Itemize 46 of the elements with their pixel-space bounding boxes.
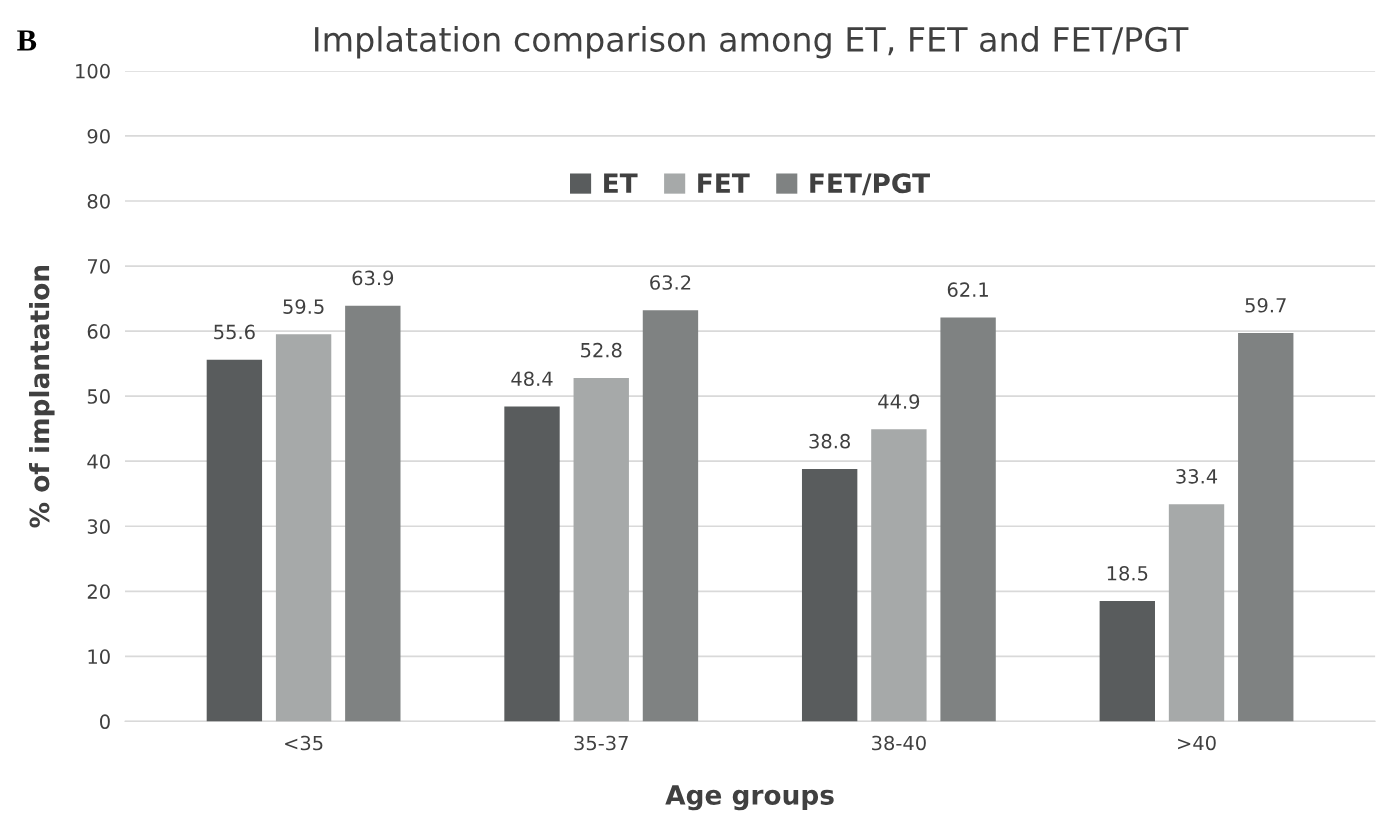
data-label: 38.8 <box>809 433 850 449</box>
y-tick-label: 0 <box>100 714 110 730</box>
x-tick-label: <35 <box>285 735 323 751</box>
data-label: 63.2 <box>650 275 691 290</box>
data-label: 44.9 <box>878 394 920 409</box>
x-tick-label: 38-40 <box>872 735 926 751</box>
y-tick-label: 50 <box>87 389 110 404</box>
bar <box>275 334 332 722</box>
data-label: 59.5 <box>283 299 324 314</box>
y-tick-label: 90 <box>87 128 110 144</box>
bar <box>504 406 560 722</box>
y-tick-label: 100 <box>76 63 110 79</box>
y-tick-label: 10 <box>88 649 110 665</box>
bar <box>871 429 927 722</box>
chart-title: Implatation comparison among ET, FET and FET/PGT <box>315 26 1189 59</box>
data-label: 48.4 <box>511 371 553 387</box>
data-label: 59.7 <box>1245 297 1286 313</box>
legend-label: FET <box>698 173 750 193</box>
bar <box>1168 504 1225 722</box>
x-axis-title: Age groups <box>665 785 834 811</box>
text: B <box>17 30 37 51</box>
data-label: 33.4 <box>1176 468 1218 484</box>
bar <box>801 469 858 722</box>
bar <box>642 310 699 722</box>
legend-label: FET/PGT <box>810 173 930 196</box>
data-label: 63.9 <box>352 270 394 286</box>
bar <box>1099 601 1155 722</box>
y-tick-label: 40 <box>87 454 110 469</box>
data-label: 62.1 <box>947 282 988 297</box>
y-tick-label: 30 <box>87 519 110 534</box>
bar <box>345 305 401 722</box>
bar <box>206 359 263 722</box>
y-tick-label: 60 <box>87 324 110 339</box>
data-label: 18.5 <box>1107 565 1148 581</box>
bar <box>573 377 629 722</box>
bar <box>1238 333 1294 722</box>
x-tick-label: >40 <box>1178 735 1216 751</box>
y-tick-label: 20 <box>87 584 110 599</box>
bar <box>940 317 996 722</box>
data-label: 55.6 <box>214 324 255 340</box>
legend-label: ET <box>604 173 638 193</box>
y-tick-label: 80 <box>87 193 110 209</box>
data-label: 52.8 <box>581 342 622 358</box>
x-tick-label: 35-37 <box>574 735 628 751</box>
y-tick-label: 70 <box>87 259 110 274</box>
y-axis-title: % of implantation <box>29 265 55 528</box>
